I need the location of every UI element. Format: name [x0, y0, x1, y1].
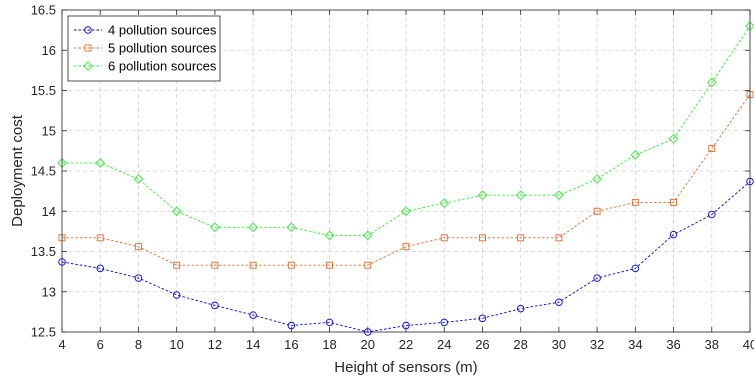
data-point-series-1: [249, 311, 257, 319]
x-tick-label: 28: [513, 337, 527, 352]
x-tick-label: 8: [135, 337, 142, 352]
data-point-series-3: [630, 150, 641, 160]
x-tick-label: 26: [475, 337, 489, 352]
legend: 4 pollution sources 5 pollution sources 6 …: [67, 15, 221, 82]
data-point-series-1: [325, 318, 334, 327]
y-tick-label: 15.5: [31, 83, 56, 98]
y-tick-label: 15: [42, 123, 56, 138]
x-tick-label: 10: [169, 337, 183, 352]
y-tick-label: 13: [42, 284, 56, 299]
x-axis-ticks: 4 6 8 10 12 14 16 18 20 22 24 26 28 30 32 34 36 38 40: [58, 10, 754, 352]
data-point-series-3: [706, 77, 717, 88]
data-point-series-2: [631, 198, 639, 206]
data-point-series-1: [555, 298, 563, 306]
data-point-series-2: [287, 261, 295, 269]
data-point-series-1: [96, 264, 104, 273]
data-point-series-2: [326, 261, 334, 269]
legend-box: [67, 15, 221, 82]
data-point-series-2: [708, 145, 716, 152]
x-axis-title: Height of sensors (m): [334, 359, 477, 376]
legend-label: 6 pollution sources: [108, 59, 217, 74]
y-tick-label: 16: [42, 43, 56, 58]
x-tick-label: 6: [97, 337, 104, 352]
data-point-series-2: [593, 207, 601, 215]
data-point-series-2: [211, 261, 219, 269]
y-tick-label: 14.5: [31, 164, 56, 179]
y-axis-ticks: 12.5 13 13.5 14 14.5 15 15.5 16 16.5: [31, 3, 750, 340]
data-point-series-1: [631, 264, 640, 273]
data-point-series-3: [362, 230, 373, 241]
data-point-series-1: [211, 301, 219, 310]
data-point-series-3: [439, 198, 450, 209]
legend-marker: [84, 26, 92, 34]
x-tick-label: 40: [743, 337, 754, 352]
y-tick-label: 12.5: [31, 325, 56, 340]
data-point-series-3: [210, 222, 220, 233]
data-point-series-2: [440, 234, 448, 242]
data-point-series-1: [708, 210, 716, 219]
data-point-series-1: [134, 274, 143, 282]
series-line-1: [61, 181, 751, 333]
x-tick-label: 22: [399, 337, 413, 352]
legend-label: 4 pollution sources: [108, 23, 217, 38]
data-point-series-3: [554, 190, 564, 200]
series-markers: [57, 21, 754, 336]
x-tick-label: 12: [208, 337, 222, 352]
data-point-series-3: [592, 174, 602, 184]
y-tick-label: 16.5: [31, 3, 56, 18]
data-point-series-3: [248, 222, 258, 233]
data-point-series-3: [477, 190, 488, 200]
data-point-series-2: [173, 261, 181, 269]
data-point-series-2: [555, 234, 563, 242]
x-tick-label: 30: [552, 337, 566, 352]
data-point-series-1: [172, 291, 181, 299]
data-point-series-2: [134, 243, 142, 251]
data-point-series-3: [286, 222, 297, 233]
data-point-series-2: [517, 234, 525, 242]
data-point-series-3: [171, 206, 182, 217]
legend-marker: [84, 44, 92, 52]
x-tick-label: 16: [284, 337, 298, 352]
data-point-series-1: [440, 318, 448, 327]
x-tick-label: 4: [58, 337, 65, 352]
x-tick-label: 14: [246, 337, 260, 352]
data-point-series-2: [670, 198, 678, 206]
data-point-series-2: [478, 234, 486, 242]
data-point-series-2: [364, 261, 372, 269]
data-point-series-3: [324, 230, 335, 241]
data-point-series-2: [249, 261, 257, 269]
data-point-series-1: [669, 230, 678, 239]
y-axis-title: Deployment cost: [9, 114, 26, 227]
data-point-series-3: [515, 190, 526, 200]
x-tick-label: 18: [322, 337, 336, 352]
series-line-3: [62, 25, 751, 236]
data-point-series-2: [96, 234, 104, 242]
x-tick-label: 20: [361, 337, 375, 352]
legend-marker: [83, 61, 93, 71]
y-tick-label: 13.5: [31, 244, 56, 259]
data-point-series-1: [478, 314, 487, 323]
y-tick-label: 14: [42, 204, 56, 219]
x-tick-label: 34: [628, 337, 642, 352]
data-point-series-3: [668, 133, 679, 144]
data-point-series-2: [402, 243, 410, 251]
x-tick-label: 38: [705, 337, 719, 352]
data-point-series-3: [401, 206, 411, 217]
series-lines: [61, 25, 751, 333]
x-tick-label: 24: [437, 337, 451, 352]
data-point-series-3: [133, 174, 144, 184]
x-tick-label: 32: [590, 337, 604, 352]
data-point-series-1: [593, 274, 601, 282]
legend-label: 5 pollution sources: [108, 41, 217, 56]
data-point-series-3: [95, 158, 106, 168]
data-point-series-1: [516, 304, 525, 313]
x-tick-label: 36: [666, 337, 680, 352]
